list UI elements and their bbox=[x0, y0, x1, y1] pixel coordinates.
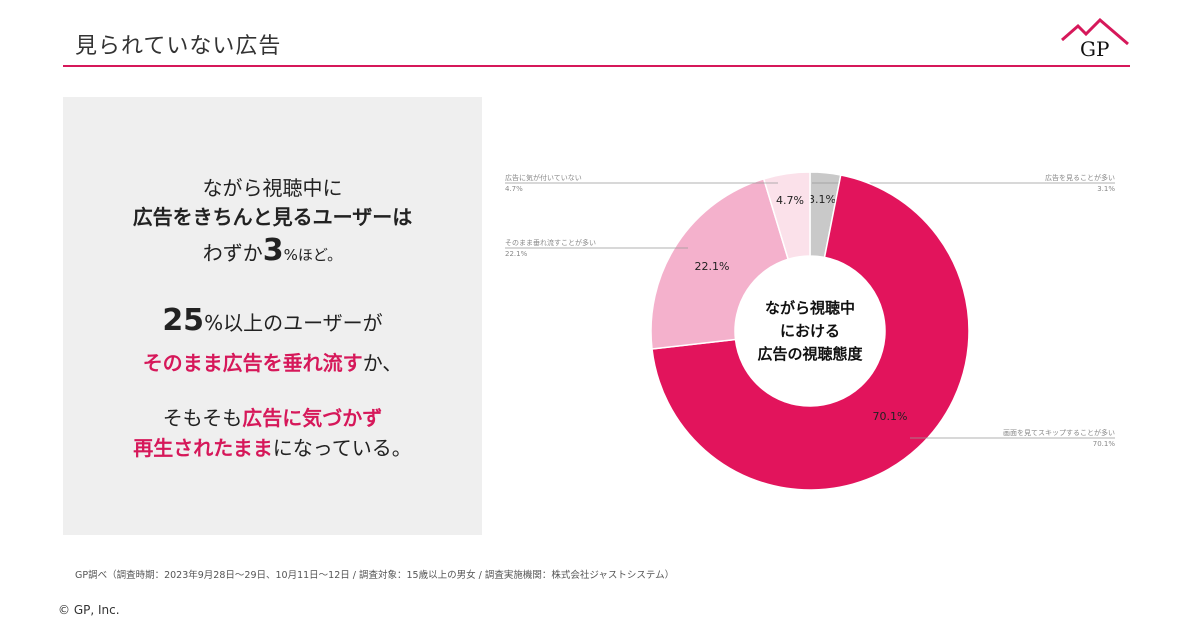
summary-line: ながら視聴中に bbox=[202, 176, 343, 200]
page-title: 見られていない広告 bbox=[75, 34, 282, 59]
chart-center-title: 広告の視聴態度 bbox=[757, 345, 863, 363]
summary-line: そのまま広告を垂れ流すか、 bbox=[142, 351, 403, 375]
copyright: © GP, Inc. bbox=[58, 603, 120, 617]
slice-category-label: そのまま垂れ流すことが多い bbox=[505, 238, 596, 247]
svg-text:GP: GP bbox=[1080, 37, 1109, 60]
slice-category-label: 画面を見てスキップすることが多い bbox=[1003, 428, 1115, 437]
summary-line: 再生されたままになっている。 bbox=[133, 436, 412, 460]
donut-slice bbox=[650, 177, 790, 350]
slice-category-label: 広告に気が付いていない bbox=[505, 173, 582, 182]
donut-slice bbox=[651, 174, 970, 491]
slice-category-label: 広告を見ることが多い bbox=[1045, 173, 1115, 182]
summary-panel: ながら視聴中に 広告をきちんと見るユーザーは わずか3%ほど。 25%以上のユー… bbox=[63, 97, 482, 535]
summary-line: 広告をきちんと見るユーザーは bbox=[132, 205, 413, 229]
summary-line: わずか3%ほど。 bbox=[202, 233, 343, 268]
slice-value-label: 70.1% bbox=[873, 410, 908, 423]
summary-line: そもそも広告に気づかず bbox=[162, 406, 383, 430]
slice-percent-label: 3.1% bbox=[1097, 185, 1115, 193]
chart-center-title: ながら視聴中 bbox=[765, 299, 855, 317]
header-divider bbox=[63, 65, 1130, 67]
slice-percent-label: 70.1% bbox=[1093, 440, 1116, 448]
donut-slice bbox=[762, 171, 811, 261]
slice-percent-label: 4.7% bbox=[505, 185, 523, 193]
footnote: GP調べ（調査時期：2023年9月28日〜29日、10月11日〜12日 / 調査… bbox=[75, 570, 675, 581]
slice-value-label: 3.1% bbox=[808, 193, 836, 206]
summary-line: 25%以上のユーザーが bbox=[162, 303, 383, 338]
gp-logo: GP bbox=[1061, 18, 1129, 60]
slice-value-label: 4.7% bbox=[776, 194, 804, 207]
slice-value-label: 22.1% bbox=[695, 260, 730, 273]
chart-center-title: における bbox=[780, 322, 840, 340]
slice-percent-label: 22.1% bbox=[505, 250, 528, 258]
